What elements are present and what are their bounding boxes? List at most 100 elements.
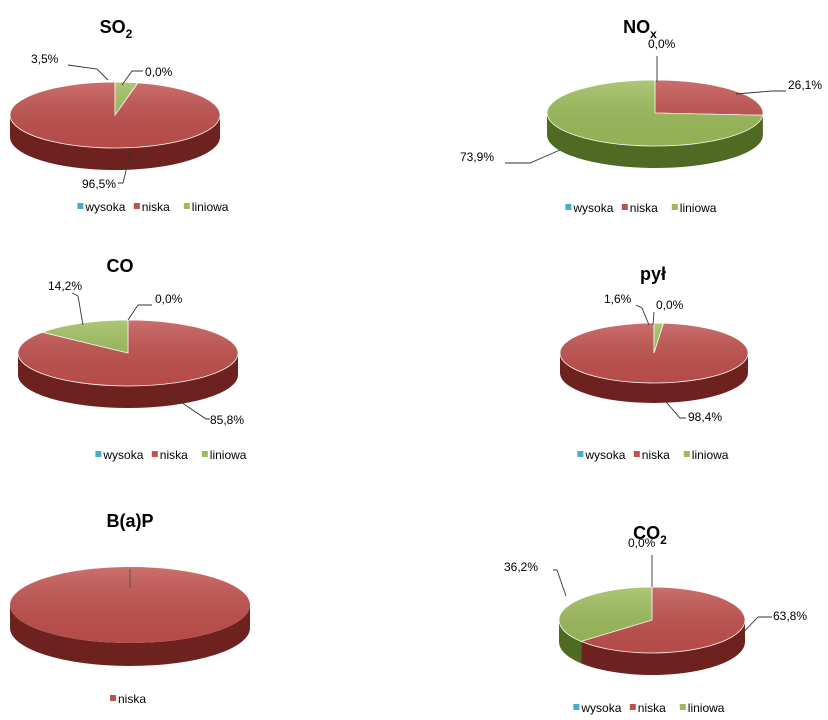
leader-line-liniowa	[553, 569, 567, 597]
pie-gloss	[560, 323, 748, 383]
pie-side-liniowa	[547, 113, 763, 168]
pie-gloss	[547, 80, 763, 146]
legend-label-wysoka: wysoka	[572, 201, 613, 215]
legend-label-wysoka: wysoka	[102, 448, 143, 462]
chart-title-subscript: x	[650, 27, 657, 41]
pie-gloss	[10, 82, 220, 148]
chart-title-main: SO	[100, 17, 126, 37]
pie-gloss	[10, 567, 250, 643]
leader-line-liniowa	[71, 292, 84, 326]
pie-side-niska	[10, 115, 220, 170]
chart-title: B(a)P	[106, 511, 153, 531]
data-label-liniowa: 73,9%	[460, 150, 494, 164]
legend-label-liniowa: liniowa	[192, 200, 229, 214]
leader-line-wysoka	[127, 304, 152, 321]
legend-label-wysoka: wysoka	[584, 448, 625, 462]
chart-title-main: CO	[633, 523, 660, 543]
legend-swatch-liniowa	[683, 451, 690, 457]
data-label-niska: 85,8%	[210, 413, 244, 427]
chart-title: pył	[640, 264, 666, 284]
legend-swatch-liniowa	[671, 204, 678, 210]
legend-swatch-wysoka	[577, 451, 584, 457]
data-label-wysoka: 0,0%	[648, 37, 676, 51]
pie-side-liniowa	[559, 620, 582, 664]
legend-label-liniowa: liniowa	[210, 448, 247, 462]
leader-line-liniowa	[505, 149, 561, 164]
legend-label-niska: niska	[630, 201, 658, 215]
pie-side-niska	[10, 605, 250, 666]
chart-title-main: B(a)P	[106, 511, 153, 531]
pie-side-niska	[581, 620, 745, 676]
legend-swatch-niska	[621, 204, 628, 210]
data-label-liniowa: 36,2%	[504, 560, 538, 574]
leader-line-wysoka	[652, 311, 655, 326]
pie-side-niska	[560, 353, 748, 403]
legend-swatch-niska	[629, 704, 636, 710]
data-label-liniowa: 1,6%	[604, 292, 632, 306]
data-label-wysoka: 0,0%	[656, 298, 684, 312]
legend-swatch-liniowa	[183, 203, 190, 209]
legend-swatch-wysoka	[573, 704, 580, 710]
leader-line-niska	[118, 149, 132, 184]
chart-title: CO	[107, 256, 134, 276]
leader-line-wysoka	[121, 70, 143, 86]
data-label-niska: 63,8%	[773, 609, 807, 623]
chart-title-main: NO	[623, 17, 650, 37]
legend-label-niska: niska	[642, 448, 670, 462]
pie-side	[18, 353, 238, 408]
pie-side	[559, 620, 745, 676]
chart-title-subscript: 2	[660, 533, 667, 547]
chart-title-main: CO	[107, 256, 134, 276]
legend: wysoka niska liniowa	[577, 448, 729, 462]
legend-label-liniowa: liniowa	[692, 448, 729, 462]
legend-label-niska: niska	[118, 692, 146, 706]
legend: niska	[110, 692, 146, 706]
leader-line-liniowa	[67, 64, 109, 81]
chart-title: SO2	[100, 17, 133, 41]
pie-side	[547, 113, 763, 168]
data-label-niska: 26,1%	[788, 78, 822, 92]
data-label-niska: 96,5%	[82, 177, 116, 191]
pie-gloss	[18, 320, 238, 386]
legend: wysoka niska liniowa	[573, 701, 725, 715]
pie-chart-3: CO 0,0% 85,8% 14,2% wysoka niska liniowa	[17, 256, 247, 462]
legend-swatch-liniowa	[201, 451, 208, 457]
data-label-wysoka: 0,0%	[145, 65, 173, 79]
pie-side	[10, 605, 250, 666]
chart-title-subscript: 2	[126, 27, 133, 41]
legend-swatch-liniowa	[679, 704, 686, 710]
legend-swatch-niska	[151, 451, 158, 457]
legend-label-liniowa: liniowa	[680, 201, 717, 215]
leader-line-niska	[659, 394, 686, 419]
leader-line-niska	[735, 90, 786, 95]
legend-swatch-wysoka	[565, 204, 572, 210]
legend: wysoka niska liniowa	[77, 200, 229, 214]
data-label-wysoka: 0,0%	[628, 536, 656, 550]
legend-swatch-wysoka	[95, 451, 102, 457]
legend-label-niska: niska	[142, 200, 170, 214]
data-label-niska: 98,4%	[688, 410, 722, 424]
legend: wysoka niska liniowa	[95, 448, 247, 462]
pie-chart-4: pył 0,0% 98,4% 1,6% wysoka niska liniowa	[559, 264, 749, 462]
chart-title: CO2	[633, 523, 667, 547]
legend-label-wysoka: wysoka	[580, 701, 621, 715]
leader-line-liniowa	[635, 304, 650, 326]
pie-chart-1: SO2 0,0% 96,5% 3,5% wysoka niska liniowa	[9, 17, 229, 214]
pie-chart-5: B(a)P niska	[10, 511, 250, 706]
legend-swatch-niska	[133, 203, 140, 209]
leader-line-niska	[171, 395, 210, 420]
legend-label-niska: niska	[638, 701, 666, 715]
legend-swatch-wysoka	[77, 203, 84, 209]
data-label-liniowa: 3,5%	[31, 52, 59, 66]
pie-gloss	[559, 587, 745, 653]
legend: wysoka niska liniowa	[565, 201, 717, 215]
pie-side	[10, 115, 220, 170]
legend-label-niska: niska	[160, 448, 188, 462]
data-label-wysoka: 0,0%	[155, 292, 183, 306]
leader-line-niska	[734, 616, 772, 642]
legend-swatch-niska	[633, 451, 640, 457]
pie-side	[560, 353, 748, 403]
